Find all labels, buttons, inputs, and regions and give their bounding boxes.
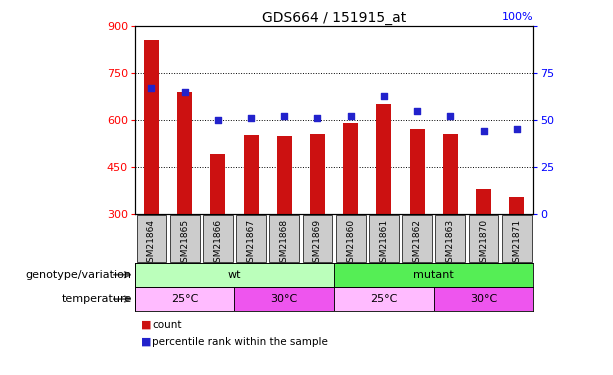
Point: [280, 113, 289, 119]
Point: [147, 85, 156, 91]
Bar: [310, 134, 325, 214]
Point: [412, 108, 422, 114]
FancyBboxPatch shape: [502, 215, 531, 261]
Text: percentile rank within the sample: percentile rank within the sample: [152, 337, 328, 346]
Point: [346, 113, 356, 119]
Point: [479, 128, 489, 134]
FancyBboxPatch shape: [170, 215, 200, 261]
Bar: [476, 189, 491, 214]
Text: GSM21864: GSM21864: [147, 219, 156, 268]
Point: [379, 93, 389, 99]
Text: GSM21861: GSM21861: [379, 219, 389, 268]
Bar: [509, 196, 524, 214]
Bar: [409, 129, 425, 214]
Bar: [343, 123, 358, 214]
Text: GSM21863: GSM21863: [446, 219, 455, 268]
FancyBboxPatch shape: [303, 215, 332, 261]
Point: [246, 115, 256, 121]
FancyBboxPatch shape: [236, 215, 266, 261]
Text: 30°C: 30°C: [271, 294, 298, 304]
Text: wt: wt: [227, 270, 242, 280]
FancyBboxPatch shape: [135, 262, 334, 287]
Text: GSM21871: GSM21871: [512, 219, 521, 268]
FancyBboxPatch shape: [433, 287, 533, 311]
FancyBboxPatch shape: [135, 287, 234, 311]
Bar: [443, 134, 458, 214]
Text: genotype/variation: genotype/variation: [26, 270, 132, 280]
Title: GDS664 / 151915_at: GDS664 / 151915_at: [262, 11, 406, 25]
Bar: [177, 92, 192, 214]
Point: [213, 117, 223, 123]
Bar: [277, 136, 292, 214]
Bar: [210, 154, 226, 214]
Text: temperature: temperature: [61, 294, 132, 304]
Text: GSM21862: GSM21862: [413, 219, 422, 268]
FancyBboxPatch shape: [435, 215, 465, 261]
Text: 25°C: 25°C: [171, 294, 199, 304]
FancyBboxPatch shape: [234, 287, 334, 311]
Bar: [376, 104, 391, 214]
Text: GSM21869: GSM21869: [313, 219, 322, 268]
Text: GSM21866: GSM21866: [213, 219, 223, 268]
Text: GSM21865: GSM21865: [180, 219, 189, 268]
FancyBboxPatch shape: [402, 215, 432, 261]
Text: mutant: mutant: [413, 270, 454, 280]
FancyBboxPatch shape: [269, 215, 299, 261]
FancyBboxPatch shape: [369, 215, 399, 261]
Text: GSM21860: GSM21860: [346, 219, 355, 268]
Text: GSM21867: GSM21867: [246, 219, 256, 268]
Text: 25°C: 25°C: [370, 294, 398, 304]
Point: [512, 126, 522, 132]
FancyBboxPatch shape: [468, 215, 498, 261]
Text: ■: ■: [141, 320, 151, 330]
Point: [180, 89, 189, 95]
FancyBboxPatch shape: [334, 287, 433, 311]
Text: ■: ■: [141, 337, 151, 346]
Bar: [144, 40, 159, 214]
Point: [313, 115, 322, 121]
FancyBboxPatch shape: [336, 215, 365, 261]
Text: 100%: 100%: [501, 12, 533, 22]
Point: [446, 113, 455, 119]
Text: GSM21870: GSM21870: [479, 219, 488, 268]
FancyBboxPatch shape: [137, 215, 166, 261]
Bar: [243, 135, 259, 214]
Text: count: count: [152, 320, 181, 330]
Text: GSM21868: GSM21868: [280, 219, 289, 268]
FancyBboxPatch shape: [203, 215, 233, 261]
Text: 30°C: 30°C: [470, 294, 497, 304]
FancyBboxPatch shape: [334, 262, 533, 287]
